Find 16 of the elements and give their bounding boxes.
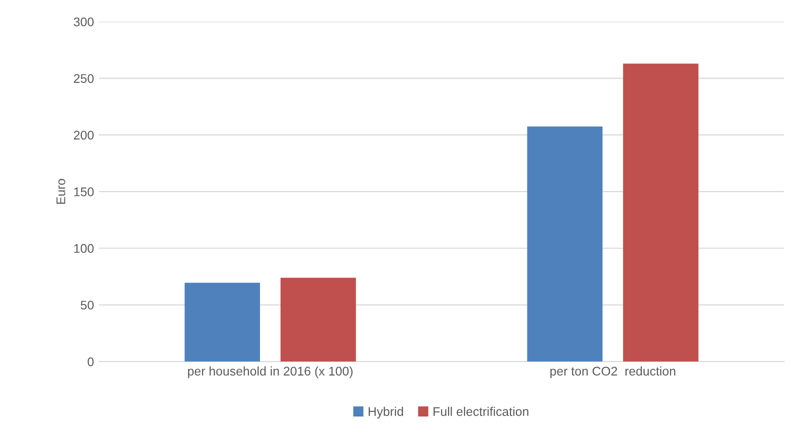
y-tick-label: 100 [74, 244, 94, 253]
y-tick-label: 200 [74, 130, 94, 140]
bar [623, 64, 698, 362]
x-tick-label: per ton CO2 reduction [550, 366, 676, 378]
legend-label: Hybrid [368, 406, 404, 418]
y-axis-title: Euro [56, 178, 66, 204]
legend-label: Full electrification [434, 406, 528, 416]
y-tick-label: 150 [74, 187, 94, 196]
y-tick-label: 50 [80, 300, 94, 310]
y-tick-label: 300 [74, 17, 94, 26]
y-tick-label: 250 [74, 74, 94, 83]
bar [280, 278, 356, 362]
bar [527, 126, 603, 362]
bar [184, 282, 260, 362]
x-tick-label: per household in 2016 (x 100) [188, 366, 353, 378]
y-tick-label: 0 [88, 357, 94, 366]
